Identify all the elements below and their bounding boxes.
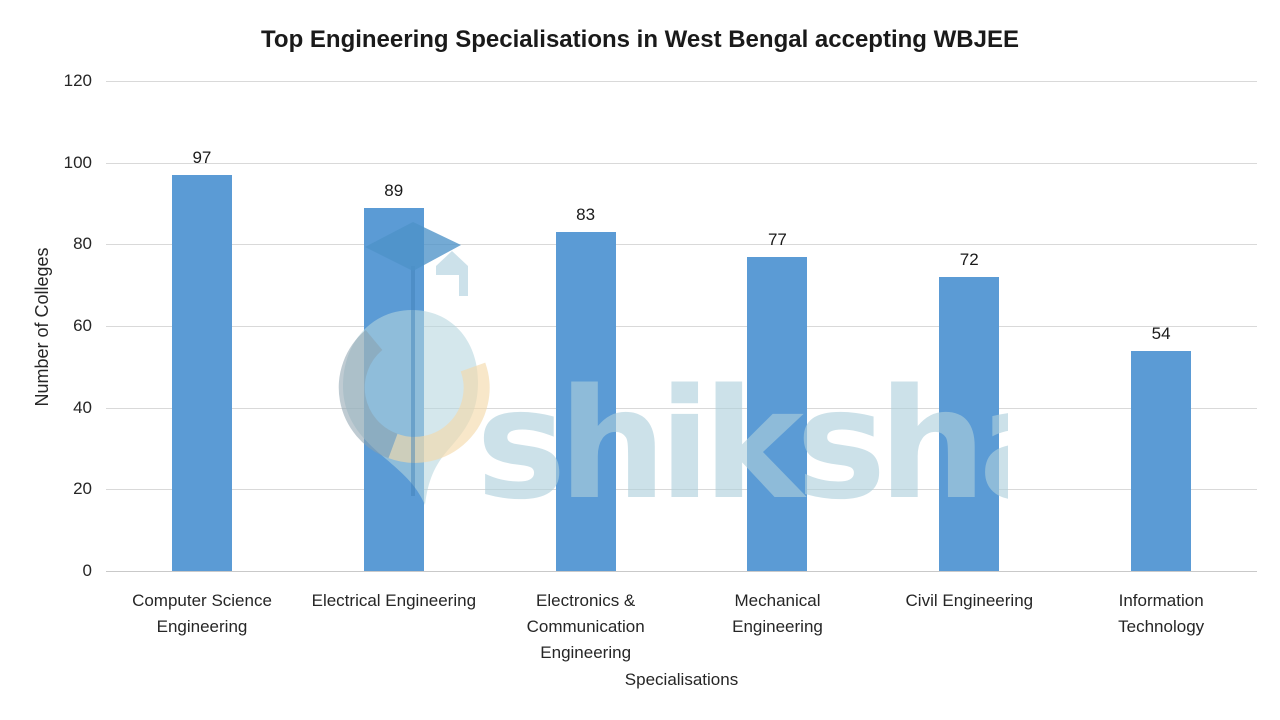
- x-category-label: Mechanical Engineering: [732, 591, 823, 636]
- y-tick-label: 60: [73, 316, 92, 335]
- gridline: [106, 326, 1257, 327]
- gridline: [106, 244, 1257, 246]
- bar-value-label: 54: [1151, 323, 1171, 343]
- watermark-house-shape: [436, 251, 468, 296]
- gridline: [106, 571, 1257, 572]
- shiksha-watermark-logo: shiksha: [338, 222, 1008, 518]
- bar-3: [555, 232, 616, 571]
- bar-6: [1131, 350, 1192, 571]
- gridline: [106, 489, 1257, 491]
- bar-2: [363, 207, 424, 571]
- bar-value-label: 97: [192, 147, 212, 167]
- chart-title: Top Engineering Specialisations in West …: [261, 26, 1019, 53]
- y-tick-label: 100: [63, 152, 92, 172]
- gridline: [106, 81, 1257, 82]
- bar-value-label: 72: [959, 250, 979, 269]
- x-category-label: Electronics & Communication Engineering: [526, 591, 645, 662]
- gridline: [106, 407, 1257, 409]
- y-tick-label: 40: [73, 397, 92, 417]
- y-tick-label: 80: [73, 234, 92, 254]
- bar-5: [939, 277, 1000, 571]
- bar-value-label: 83: [576, 205, 596, 225]
- y-tick-label: 20: [73, 479, 92, 499]
- x-category-label: Civil Engineering: [905, 591, 1034, 610]
- gridline: [106, 162, 1257, 164]
- x-category-label: Electrical Engineering: [311, 591, 477, 610]
- bar-value-label: 77: [767, 229, 787, 249]
- y-tick-label: 0: [82, 561, 92, 580]
- bar-value-label: 89: [384, 180, 404, 200]
- x-category-label: Information Technology: [1118, 591, 1205, 636]
- bar-4: [747, 256, 808, 571]
- bar-1: [171, 174, 232, 571]
- x-axis-title: Specialisations: [624, 670, 739, 689]
- x-category-label: Computer Science Engineering: [132, 591, 272, 636]
- y-tick-label: 120: [63, 71, 92, 90]
